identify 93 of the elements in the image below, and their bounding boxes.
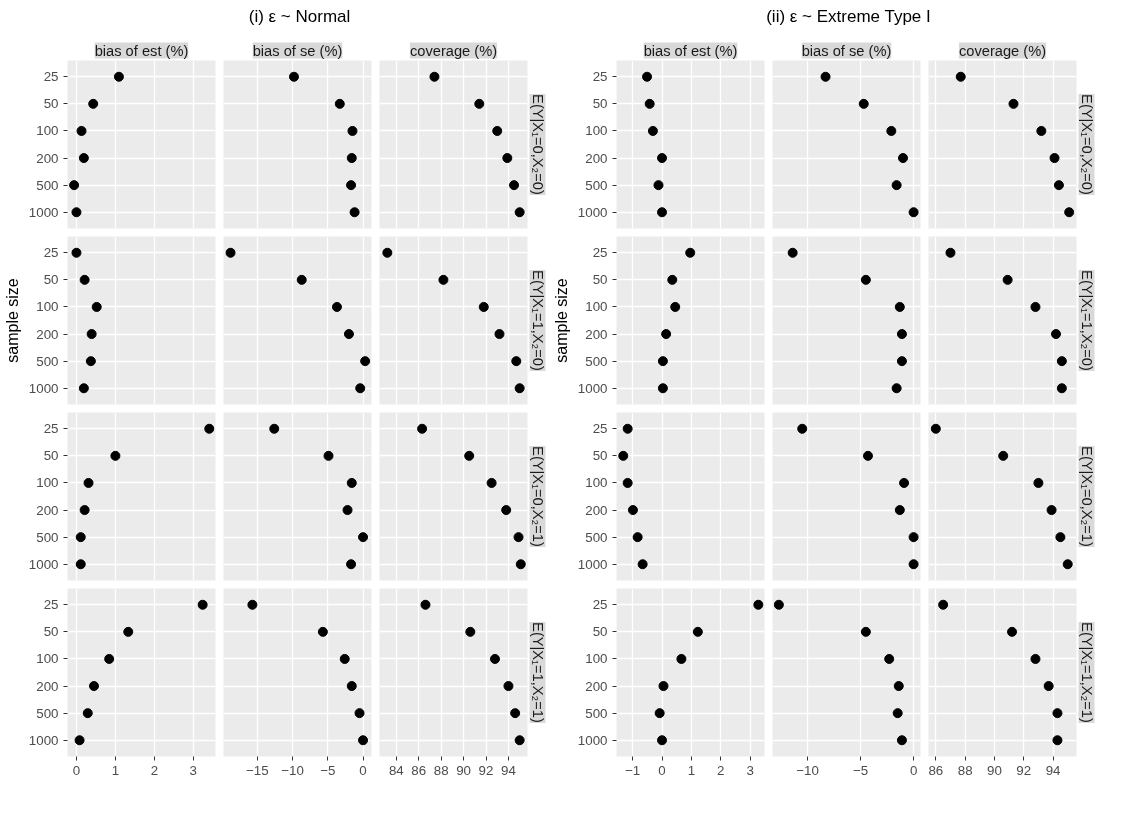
y-tick-label: 1000 bbox=[577, 204, 608, 220]
chart-title: coverage (%) bbox=[958, 42, 1047, 59]
x-tick-label: 3 bbox=[189, 762, 198, 778]
y-tick-label: 50 bbox=[43, 448, 59, 464]
y-tick-label: 100 bbox=[36, 475, 59, 491]
text: (i) ε ~ Normal bbox=[248, 6, 351, 28]
y-tick-label: 200 bbox=[36, 326, 59, 342]
y2-axis-title: E(Y|X₁=0,X₂=0) bbox=[1078, 94, 1095, 195]
y2-axis-title: E(Y|X₁=0,X₂=1) bbox=[529, 446, 546, 547]
y-tick-label: 100 bbox=[585, 123, 608, 139]
y-tick-label: 1000 bbox=[28, 204, 59, 220]
y-axis-title: sample size bbox=[3, 278, 21, 363]
x-tick-label: 84 bbox=[388, 762, 405, 778]
y-tick-label: 25 bbox=[43, 69, 59, 85]
y-tick-label: 500 bbox=[585, 353, 608, 369]
y-tick-label: 25 bbox=[592, 597, 608, 613]
y2-axis-title: E(Y|X₁=1,X₂=0) bbox=[1078, 270, 1095, 371]
y-tick-label: 1000 bbox=[577, 732, 608, 748]
y-tick-label: 100 bbox=[585, 475, 608, 491]
x-tick-label: −10 bbox=[281, 762, 304, 778]
y-tick-label: 500 bbox=[36, 529, 59, 545]
x-tick-label: 88 bbox=[433, 762, 449, 778]
y-tick-label: 1000 bbox=[28, 732, 59, 748]
chart-title: bias of est (%) bbox=[643, 42, 738, 59]
x-tick-label: 2 bbox=[717, 762, 725, 778]
y-tick-label: 200 bbox=[585, 502, 608, 518]
x-tick-label: 0 bbox=[909, 762, 918, 778]
y-tick-label: 1000 bbox=[577, 556, 608, 572]
y-tick-label: 100 bbox=[36, 299, 59, 315]
x-tick-label: 0 bbox=[72, 762, 81, 778]
y-tick-label: 25 bbox=[43, 421, 59, 437]
y-tick-label: 25 bbox=[592, 421, 608, 437]
y-tick-label: 500 bbox=[36, 177, 59, 193]
y-tick-label: 25 bbox=[592, 69, 608, 85]
y-tick-label: 25 bbox=[43, 245, 59, 261]
x-tick-label: 92 bbox=[478, 762, 494, 778]
x-tick-label: 2 bbox=[150, 762, 159, 778]
x-tick-label: 0 bbox=[658, 762, 666, 778]
y-tick-label: 50 bbox=[592, 624, 608, 640]
y-tick-label: 200 bbox=[585, 150, 608, 166]
y-tick-label: 500 bbox=[585, 705, 608, 721]
y-tick-label: 1000 bbox=[28, 380, 59, 396]
x-tick-label: 86 bbox=[928, 762, 944, 778]
y-axis-title: sample size bbox=[552, 278, 570, 363]
y-tick-label: 50 bbox=[592, 448, 608, 464]
y-tick-label: 500 bbox=[36, 353, 59, 369]
x-tick-label: 88 bbox=[957, 762, 973, 778]
x-tick-label: 1 bbox=[687, 762, 696, 778]
y-tick-label: 100 bbox=[36, 651, 59, 667]
y-tick-label: 200 bbox=[36, 150, 59, 166]
y-tick-label: 100 bbox=[36, 123, 59, 139]
x-tick-label: 3 bbox=[746, 762, 754, 778]
x-tick-label: 94 bbox=[501, 762, 517, 778]
x-tick-label: −1 bbox=[625, 762, 641, 778]
text: (ii) ε ~ Extreme Type I bbox=[766, 6, 931, 28]
chart-title: bias of se (%) bbox=[801, 42, 892, 59]
y-tick-label: 100 bbox=[585, 651, 608, 667]
y2-axis-title: E(Y|X₁=0,X₂=1) bbox=[1078, 446, 1095, 547]
y-tick-label: 500 bbox=[585, 529, 608, 545]
y-tick-label: 50 bbox=[43, 624, 59, 640]
y2-axis-title: E(Y|X₁=1,X₂=1) bbox=[529, 622, 546, 723]
x-tick-label: 94 bbox=[1045, 762, 1062, 778]
y-tick-label: 1000 bbox=[28, 556, 59, 572]
y-tick-label: 200 bbox=[585, 678, 608, 694]
x-tick-label: 90 bbox=[456, 762, 472, 778]
chart-title: bias of se (%) bbox=[252, 42, 343, 59]
x-tick-label: 90 bbox=[987, 762, 1002, 778]
y-tick-label: 25 bbox=[43, 597, 59, 613]
x-tick-label: −5 bbox=[852, 762, 869, 778]
y-tick-label: 200 bbox=[36, 502, 59, 518]
x-tick-label: 0 bbox=[359, 762, 367, 778]
y-tick-label: 50 bbox=[592, 272, 608, 288]
chart-title: bias of est (%) bbox=[94, 42, 189, 59]
x-tick-label: −15 bbox=[246, 762, 269, 778]
y-tick-label: 200 bbox=[36, 678, 59, 694]
y-tick-label: 500 bbox=[36, 705, 59, 721]
y-tick-label: 25 bbox=[592, 245, 608, 261]
y-tick-label: 50 bbox=[43, 96, 59, 112]
x-tick-label: −5 bbox=[320, 762, 336, 778]
x-tick-label: 1 bbox=[111, 762, 120, 778]
y-tick-label: 1000 bbox=[577, 380, 608, 396]
y-tick-label: 200 bbox=[585, 326, 608, 342]
x-tick-label: 86 bbox=[411, 762, 427, 778]
y-tick-label: 50 bbox=[592, 96, 608, 112]
y2-axis-title: E(Y|X₁=1,X₂=1) bbox=[1078, 622, 1095, 723]
x-tick-label: −10 bbox=[796, 762, 819, 778]
y-tick-label: 50 bbox=[43, 272, 59, 288]
x-tick-label: 92 bbox=[1016, 762, 1032, 778]
chart-title: coverage (%) bbox=[409, 42, 498, 59]
y2-axis-title: E(Y|X₁=1,X₂=0) bbox=[529, 270, 546, 371]
y2-axis-title: E(Y|X₁=0,X₂=0) bbox=[529, 94, 546, 195]
y-tick-label: 100 bbox=[585, 299, 608, 315]
y-tick-label: 500 bbox=[585, 177, 608, 193]
